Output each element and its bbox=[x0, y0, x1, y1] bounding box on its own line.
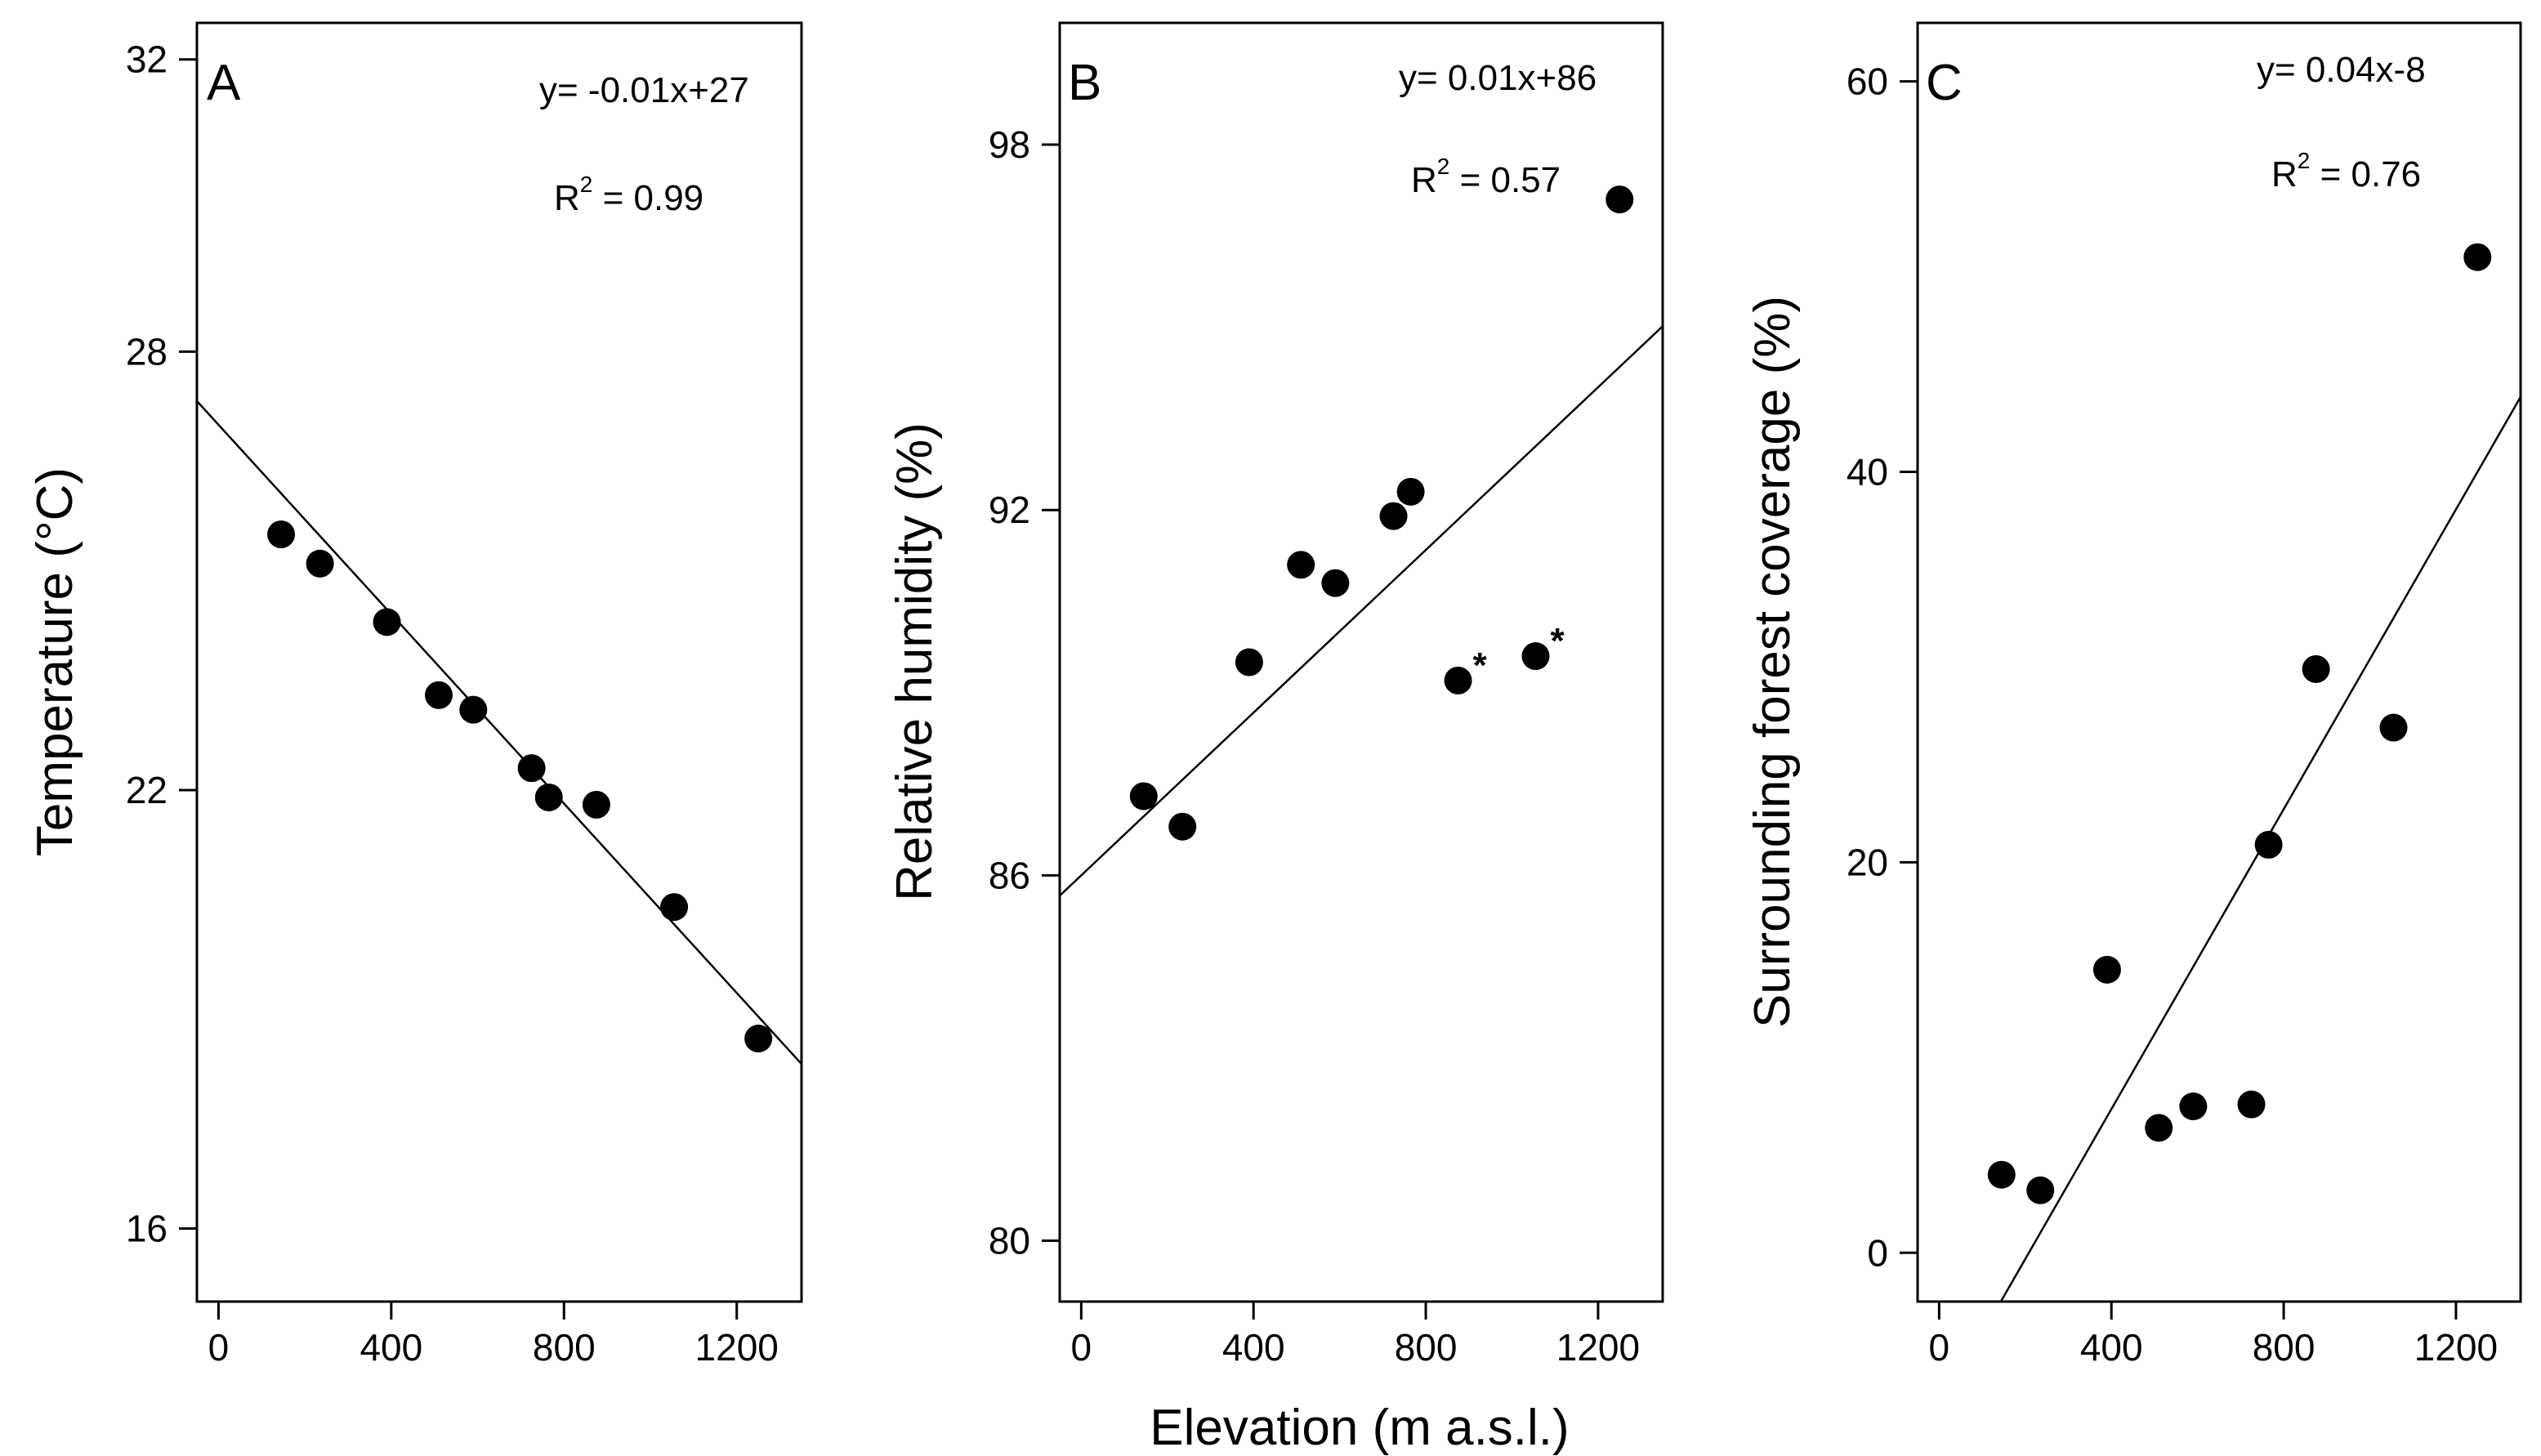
y-tick-label: 60 bbox=[1847, 60, 1888, 103]
x-tick-label: 1200 bbox=[695, 1326, 779, 1369]
regression-line bbox=[196, 400, 802, 1065]
data-point bbox=[1605, 185, 1634, 214]
data-point bbox=[534, 783, 563, 811]
r-squared-letter: R bbox=[1411, 160, 1437, 200]
y-tick-label: 22 bbox=[126, 769, 167, 811]
data-point bbox=[1987, 1160, 2016, 1189]
x-tick-label: 800 bbox=[533, 1326, 596, 1369]
x-tick-label: 400 bbox=[1222, 1326, 1285, 1369]
r-squared-exponent: 2 bbox=[1437, 154, 1450, 179]
y-tick-label: 0 bbox=[1867, 1231, 1888, 1274]
data-point bbox=[1129, 782, 1158, 811]
y-axis-title: Relative humidity (%) bbox=[886, 422, 943, 901]
plot-frame bbox=[1058, 21, 1664, 1303]
data-point bbox=[660, 893, 689, 922]
x-tick-label: 800 bbox=[1395, 1326, 1458, 1369]
regression-equation: y= 0.04x-8 bbox=[2257, 50, 2426, 90]
r-squared-label: R2 = 0.99 bbox=[554, 172, 703, 218]
data-point bbox=[373, 608, 401, 636]
y-tick-label: 32 bbox=[126, 38, 167, 81]
data-point bbox=[1521, 642, 1550, 671]
panel-c: C y= 0.04x-8 R2 = 0.76 Surrounding fores… bbox=[1744, 21, 2522, 1369]
y-tick-label: 28 bbox=[126, 330, 167, 373]
data-point bbox=[1287, 551, 1315, 579]
data-point bbox=[267, 520, 296, 548]
plot-frame bbox=[1916, 21, 2522, 1303]
regression-equation: y= 0.01x+86 bbox=[1399, 58, 1596, 98]
panel-a: A y= -0.01x+27 R2 = 0.99 Temperature (°C… bbox=[27, 21, 803, 1369]
data-point bbox=[1321, 569, 1350, 597]
r-squared-value: = 0.76 bbox=[2310, 154, 2421, 194]
r-squared-letter: R bbox=[2271, 154, 2298, 194]
r-squared-exponent: 2 bbox=[2298, 148, 2311, 173]
flag-marker: * bbox=[1473, 645, 1488, 686]
panel-b: B y= 0.01x+86 R2 = 0.57 Relative humidit… bbox=[886, 21, 1664, 1456]
data-point bbox=[517, 754, 546, 783]
y-tick-label: 92 bbox=[989, 489, 1030, 531]
x-tick-label: 0 bbox=[208, 1326, 230, 1369]
r-squared-label: R2 = 0.57 bbox=[1411, 154, 1561, 200]
x-axis-title: Elevation (m a.s.l.) bbox=[1150, 1400, 1569, 1456]
data-point bbox=[1235, 648, 1263, 677]
data-point bbox=[1444, 666, 1472, 695]
y-tick-label: 40 bbox=[1847, 451, 1888, 494]
y-axis-title: Surrounding forest coverage (%) bbox=[1744, 296, 1801, 1028]
y-tick-label: 20 bbox=[1847, 841, 1888, 883]
y-tick-label: 98 bbox=[989, 123, 1030, 166]
data-point bbox=[2379, 713, 2408, 742]
r-squared-label: R2 = 0.76 bbox=[2271, 148, 2421, 194]
data-point bbox=[2237, 1090, 2266, 1119]
regression-equation: y= -0.01x+27 bbox=[539, 70, 749, 110]
data-point bbox=[1396, 477, 1425, 506]
data-point bbox=[2254, 830, 2283, 859]
y-tick-label: 80 bbox=[989, 1219, 1030, 1262]
panel-label: A bbox=[207, 55, 241, 111]
data-point bbox=[459, 695, 488, 724]
x-tick-label: 0 bbox=[1071, 1326, 1092, 1369]
r-squared-value: = 0.57 bbox=[1449, 160, 1561, 200]
data-point bbox=[425, 681, 453, 709]
data-point bbox=[2092, 955, 2121, 984]
flag-marker: * bbox=[1550, 621, 1565, 661]
data-point bbox=[2026, 1176, 2055, 1204]
x-tick-label: 400 bbox=[2080, 1326, 2143, 1369]
regression-line bbox=[1059, 325, 1663, 897]
r-squared-exponent: 2 bbox=[580, 172, 593, 197]
r-squared-value: = 0.99 bbox=[592, 178, 703, 218]
x-tick-label: 800 bbox=[2253, 1326, 2315, 1369]
data-point bbox=[1379, 502, 1408, 530]
data-point bbox=[2463, 243, 2492, 271]
data-point bbox=[2302, 654, 2330, 683]
x-tick-label: 1200 bbox=[1556, 1326, 1640, 1369]
data-point bbox=[1168, 812, 1197, 841]
x-tick-label: 1200 bbox=[2414, 1326, 2498, 1369]
r-squared-letter: R bbox=[554, 178, 580, 218]
panel-label: B bbox=[1068, 55, 1101, 111]
data-point bbox=[306, 549, 334, 578]
data-point bbox=[582, 790, 610, 819]
y-axis-title: Temperature (°C) bbox=[27, 467, 83, 856]
data-point bbox=[2179, 1092, 2208, 1121]
y-tick-label: 16 bbox=[126, 1208, 167, 1250]
panel-label: C bbox=[1926, 55, 1963, 111]
y-tick-label: 86 bbox=[989, 854, 1030, 896]
x-tick-label: 0 bbox=[1929, 1326, 1950, 1369]
x-tick-label: 400 bbox=[359, 1326, 422, 1369]
data-point bbox=[2145, 1114, 2173, 1142]
data-point bbox=[744, 1025, 773, 1053]
plot-frame bbox=[195, 21, 803, 1303]
